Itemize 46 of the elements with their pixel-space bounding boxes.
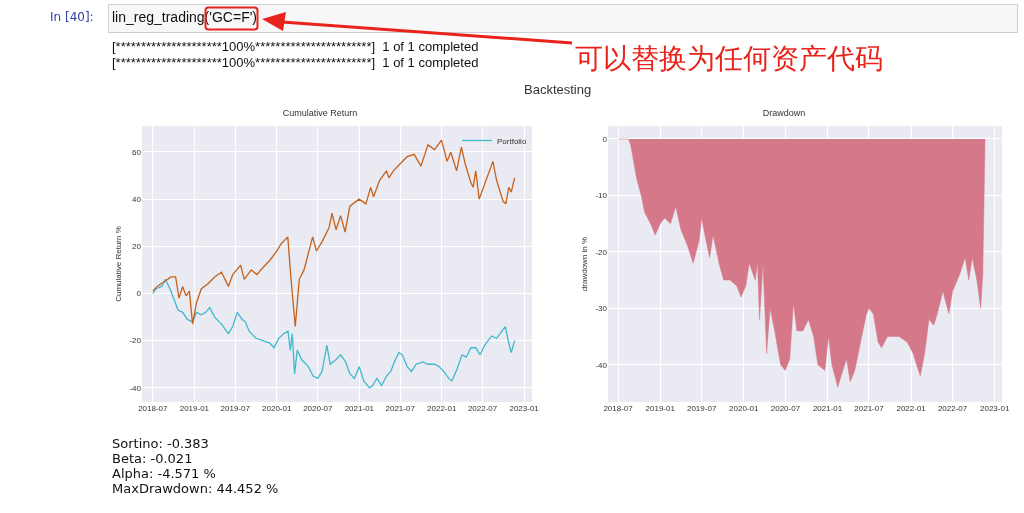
- y-tick-label: -20: [129, 336, 142, 346]
- y-tick-label: 20: [132, 242, 142, 252]
- x-tick-label: 2018-07: [138, 404, 169, 413]
- text: In [40]:: [50, 10, 94, 24]
- text: MaxDrawdown: 44.452 %: [112, 481, 279, 496]
- x-tick-label: 2022-01: [896, 404, 927, 413]
- line-series: [152, 278, 516, 389]
- chart-title: Drawdown: [762, 108, 806, 119]
- text: Alpha: -4.571 %: [112, 466, 217, 481]
- x-tick-label: 2020-01: [729, 404, 759, 413]
- y-tick-label: -30: [595, 304, 608, 314]
- x-tick-label: 2018-07: [603, 404, 634, 413]
- x-tick-label: 2020-07: [303, 404, 334, 413]
- y-tick-label: -20: [595, 247, 608, 257]
- x-tick-label: 2021-07: [385, 404, 416, 413]
- text: [*********************100%***********************] 1 of 1 completed: [112, 55, 479, 70]
- x-tick-label: 2019-01: [179, 404, 210, 413]
- x-tick-label: 2021-01: [812, 404, 843, 413]
- text: 可以替换为任何资产代码: [575, 41, 883, 77]
- x-tick-label: 2021-07: [854, 404, 885, 413]
- legend-label: Portfolio: [497, 136, 527, 146]
- y-tick-label: 40: [132, 194, 142, 204]
- y-tick-label: -40: [595, 360, 608, 370]
- x-tick-label: 2019-07: [686, 404, 717, 413]
- y-tick-label: -10: [595, 191, 608, 201]
- x-tick-label: 2023-01: [509, 404, 540, 413]
- x-tick-label: 2023-01: [979, 404, 1010, 413]
- text: Beta: -0.021: [112, 451, 194, 466]
- chart-title: Cumulative Return: [282, 108, 358, 119]
- y-axis-title: drawdown in %: [580, 236, 590, 292]
- y-tick-label: 0: [602, 134, 608, 144]
- y-tick-label: 60: [132, 147, 142, 157]
- y-tick-label: -40: [129, 383, 142, 393]
- text: Sortino: -0.383: [112, 436, 210, 451]
- y-axis-title: Cumulative Return %: [114, 226, 124, 302]
- text: Backtesting: [524, 82, 592, 97]
- x-tick-label: 2022-01: [427, 404, 457, 413]
- y-tick-label: 0: [136, 289, 142, 299]
- text: [*********************100%***********************] 1 of 1 completed: [112, 39, 479, 54]
- x-tick-label: 2022-07: [937, 404, 968, 413]
- x-tick-label: 2019-01: [645, 404, 676, 413]
- x-tick-label: 2020-07: [770, 404, 801, 413]
- x-tick-label: 2022-07: [467, 404, 498, 413]
- x-tick-label: 2020-01: [262, 404, 292, 413]
- x-tick-label: 2019-07: [220, 404, 251, 413]
- x-tick-label: 2021-01: [344, 404, 375, 413]
